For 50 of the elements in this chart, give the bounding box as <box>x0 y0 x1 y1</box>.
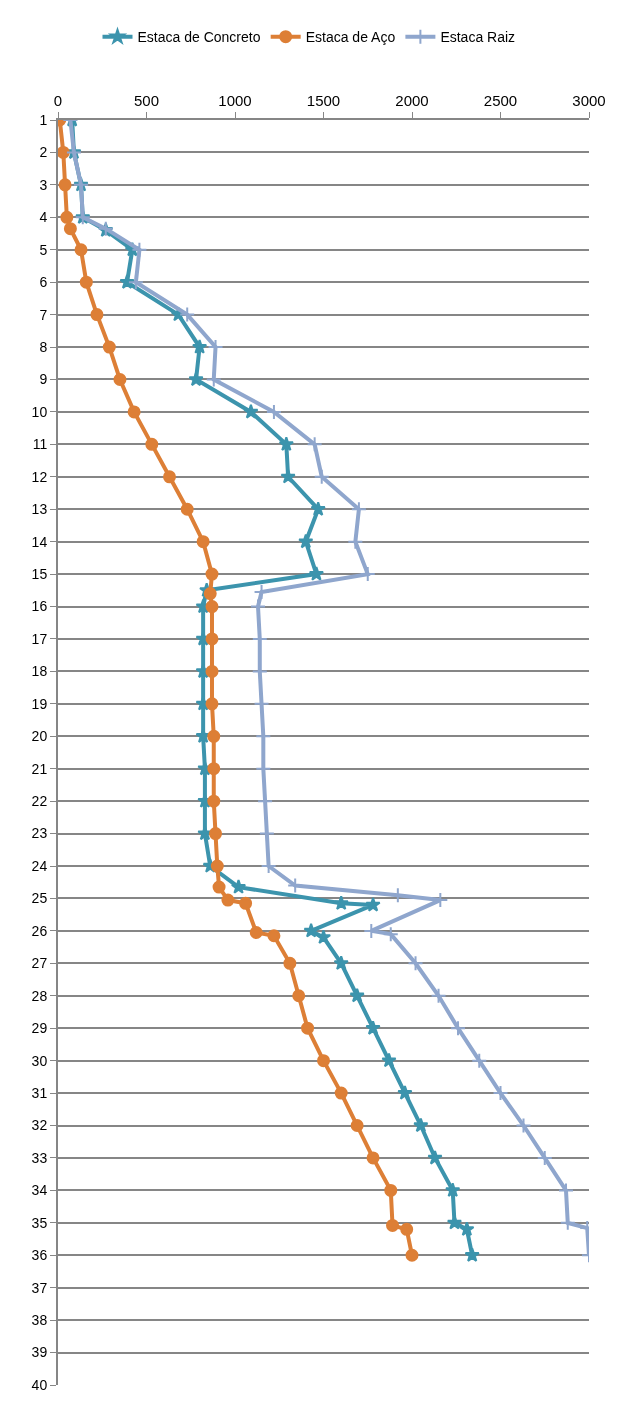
x-tick-label: 500 <box>133 92 160 109</box>
y-tick-label: 23 <box>31 825 48 842</box>
y-tick-label: 24 <box>31 857 48 874</box>
y-tick-label: 39 <box>31 1344 48 1361</box>
y-tick-label: 15 <box>31 566 48 582</box>
y-tick-label: 19 <box>31 695 48 712</box>
y-tick-label: 13 <box>31 501 48 518</box>
y-tick-label: 35 <box>31 1214 48 1231</box>
y-tick-label: 30 <box>31 1052 48 1069</box>
y-tick-label: 28 <box>31 987 48 1004</box>
y-tick-label: 7 <box>39 306 48 323</box>
y-tick-label: 14 <box>31 533 48 550</box>
y-tick-label: 37 <box>31 1279 48 1296</box>
y-tick-label: 22 <box>31 793 48 810</box>
x-tick-label: 2000 <box>395 92 429 109</box>
y-tick-label: 33 <box>31 1149 48 1166</box>
y-tick-label: 8 <box>39 338 48 355</box>
x-tick-label: 1500 <box>306 92 341 109</box>
y-tick-label: 26 <box>31 922 48 939</box>
y-tick-label: 5 <box>39 241 48 258</box>
y-tick-label: 34 <box>31 1182 48 1199</box>
y-tick-label: 27 <box>31 955 48 972</box>
y-tick-label: 2 <box>39 144 48 161</box>
y-tick-label: 31 <box>31 1084 48 1101</box>
x-tick-label: 2500 <box>483 92 518 109</box>
legend-label: Estaca de Concreto <box>137 29 261 46</box>
y-tick-label: 6 <box>39 274 48 291</box>
y-tick-label: 25 <box>31 890 48 907</box>
y-tick-label: 16 <box>31 598 48 615</box>
y-tick-label: 29 <box>31 1020 48 1037</box>
y-tick-label: 1 <box>39 111 48 128</box>
y-tick-label: 20 <box>31 728 48 745</box>
y-tick-label: 11 <box>32 436 48 453</box>
x-tick-label: 3000 <box>572 92 606 109</box>
y-tick-label: 38 <box>31 1312 48 1329</box>
legend-label: Estaca de Aço <box>305 29 396 46</box>
x-tick-label: 0 <box>53 92 63 109</box>
y-tick-label: 3 <box>39 176 48 193</box>
y-tick-label: 4 <box>39 209 48 226</box>
y-tick-label: 40 <box>31 1376 48 1393</box>
y-tick-label: 32 <box>31 1117 48 1134</box>
y-tick-label: 18 <box>31 663 48 680</box>
y-tick-label: 12 <box>31 468 48 485</box>
y-tick-label: 17 <box>31 630 48 647</box>
y-tick-label: 9 <box>39 371 48 388</box>
legend-label: Estaca Raiz <box>440 29 516 46</box>
y-tick-label: 10 <box>31 403 48 420</box>
y-tick-label: 21 <box>31 760 48 777</box>
x-tick-label: 1000 <box>218 92 252 109</box>
y-tick-label: 36 <box>31 1247 48 1264</box>
